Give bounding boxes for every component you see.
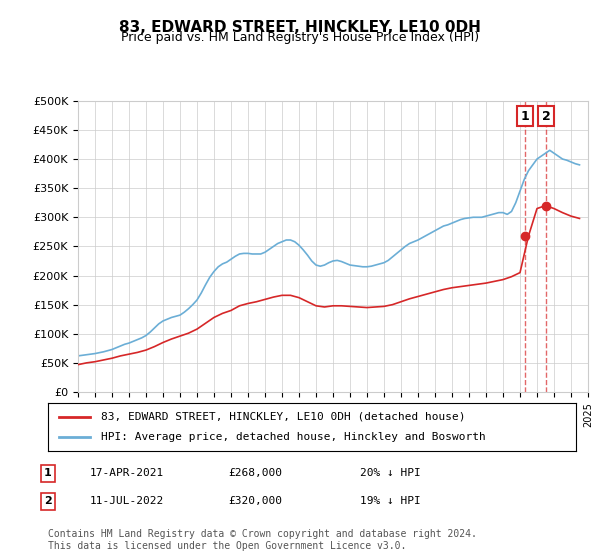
Text: £320,000: £320,000 xyxy=(228,496,282,506)
Text: 83, EDWARD STREET, HINCKLEY, LE10 0DH: 83, EDWARD STREET, HINCKLEY, LE10 0DH xyxy=(119,20,481,35)
Text: 83, EDWARD STREET, HINCKLEY, LE10 0DH (detached house): 83, EDWARD STREET, HINCKLEY, LE10 0DH (d… xyxy=(101,412,466,422)
Text: 20% ↓ HPI: 20% ↓ HPI xyxy=(360,468,421,478)
Text: 17-APR-2021: 17-APR-2021 xyxy=(90,468,164,478)
Text: 2: 2 xyxy=(44,496,52,506)
Text: 2: 2 xyxy=(542,110,550,123)
Text: 1: 1 xyxy=(44,468,52,478)
Text: HPI: Average price, detached house, Hinckley and Bosworth: HPI: Average price, detached house, Hinc… xyxy=(101,432,485,442)
Text: 11-JUL-2022: 11-JUL-2022 xyxy=(90,496,164,506)
Text: Contains HM Land Registry data © Crown copyright and database right 2024.
This d: Contains HM Land Registry data © Crown c… xyxy=(48,529,477,551)
Text: Price paid vs. HM Land Registry's House Price Index (HPI): Price paid vs. HM Land Registry's House … xyxy=(121,31,479,44)
Text: 19% ↓ HPI: 19% ↓ HPI xyxy=(360,496,421,506)
Text: 1: 1 xyxy=(521,110,529,123)
Text: £268,000: £268,000 xyxy=(228,468,282,478)
